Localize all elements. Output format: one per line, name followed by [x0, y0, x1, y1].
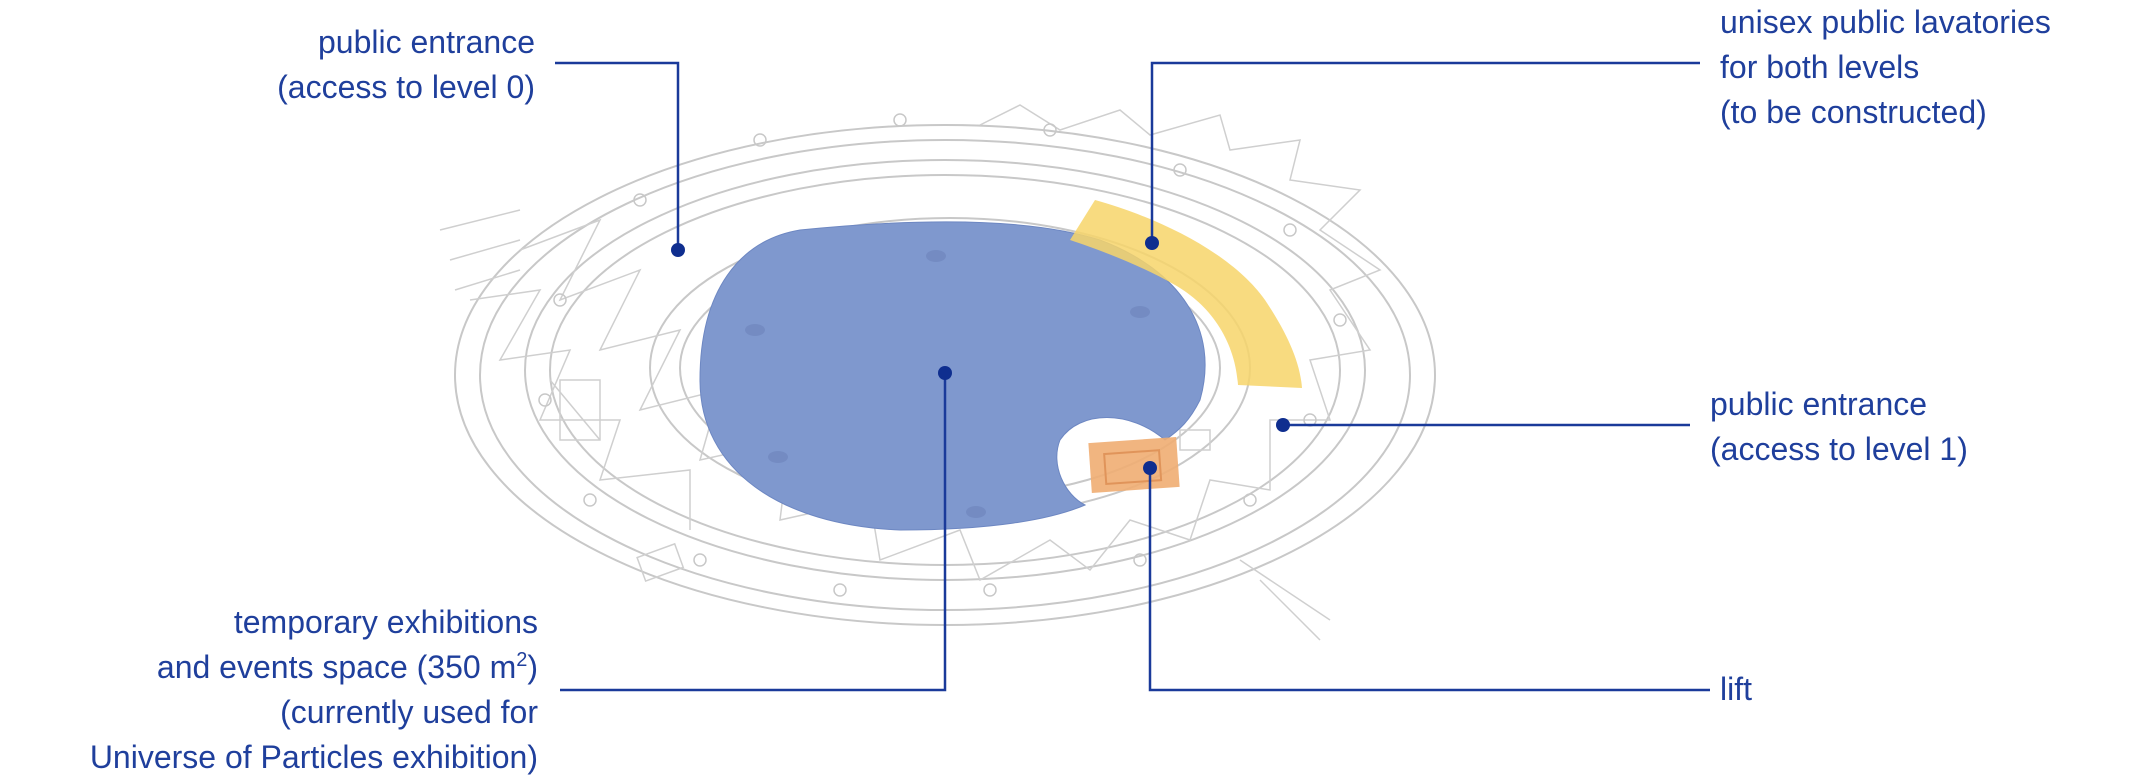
leader-lift: [1148, 468, 1710, 692]
label-lavatories-line1: unisex public lavatories: [1720, 4, 2051, 40]
lavatories-area: [1070, 200, 1302, 388]
label-entrance-level1-line2: (access to level 1): [1710, 431, 1968, 467]
leader-lines: [555, 61, 1710, 692]
lift-area: [1088, 436, 1180, 494]
dot-entrance-level0: [671, 243, 685, 257]
label-entrance-level1: public entrance (access to level 1): [1710, 382, 1968, 472]
leader-lavatories: [1150, 61, 1700, 243]
label-exhibition-line4: Universe of Particles exhibition): [89, 739, 538, 775]
label-lift: lift: [1720, 667, 1752, 712]
label-lavatories: unisex public lavatories for both levels…: [1720, 0, 2051, 135]
label-exhibition-line2-pre: and events space (350 m: [156, 649, 517, 685]
dot-entrance-level1: [1276, 418, 1290, 432]
label-lift-text: lift: [1720, 671, 1752, 707]
label-lavatories-line3: (to be constructed): [1720, 94, 1987, 130]
label-exhibition: temporary exhibitions and events space (…: [90, 600, 538, 775]
label-exhibition-line1: temporary exhibitions: [233, 604, 538, 640]
label-entrance-level0: public entrance (access to level 0): [277, 20, 535, 110]
label-exhibition-line2-sup: 2: [516, 649, 528, 671]
label-exhibition-line2: and events space (350 m2): [90, 645, 538, 690]
building-ramp-zigzag: [439, 104, 1382, 641]
dot-exhibition: [938, 366, 952, 380]
dot-lift: [1143, 461, 1157, 475]
label-exhibition-line3: (currently used for: [280, 694, 538, 730]
exhibition-columns: [745, 250, 1150, 518]
label-lavatories-line2: for both levels: [1720, 49, 1920, 85]
label-exhibition-line2-post: ): [527, 649, 538, 685]
label-entrance-level1-line1: public entrance: [1710, 386, 1928, 422]
label-entrance-level0-line2: (access to level 0): [277, 69, 535, 105]
dot-lavatories: [1145, 236, 1159, 250]
leader-exhibition: [560, 373, 947, 692]
leader-dots: [671, 236, 1290, 475]
label-entrance-level0-line1: public entrance: [317, 24, 535, 60]
leader-entrance-level0: [555, 61, 680, 250]
